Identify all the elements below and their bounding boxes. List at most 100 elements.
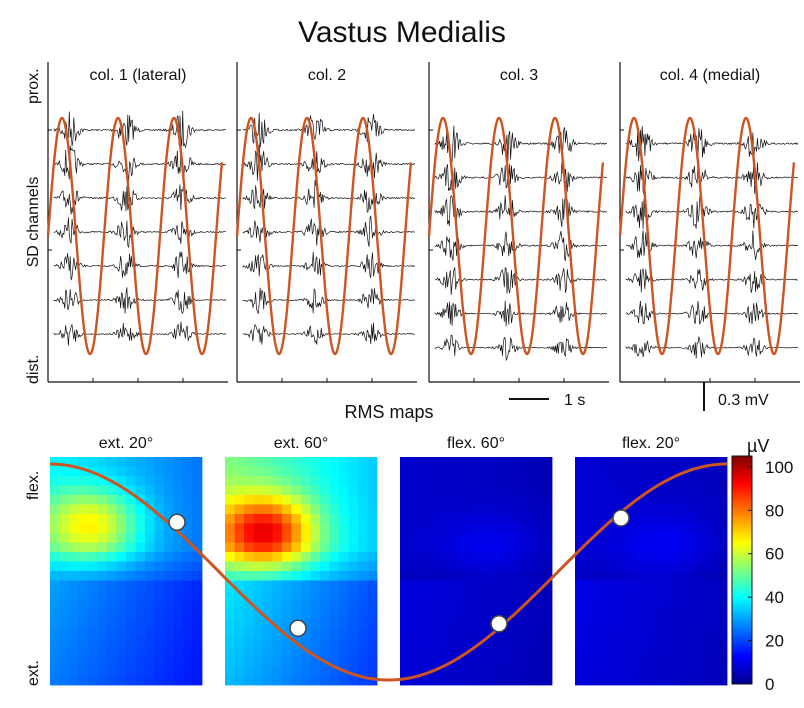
rms-heatmap-cell <box>400 552 410 562</box>
rms-heatmap-cell <box>594 618 604 629</box>
rms-heatmap-cell <box>542 571 553 581</box>
rms-heatmap-cell <box>533 675 543 686</box>
rms-heatmap-cell <box>533 476 543 486</box>
rms-heatmap-cell <box>523 476 534 486</box>
rms-heatmap-cell <box>339 523 349 534</box>
rms-heatmap-cell <box>310 533 321 543</box>
rms-heatmap-cell <box>183 618 193 629</box>
rms-heatmap-cell <box>622 561 633 572</box>
rms-heatmap-cell <box>632 580 642 591</box>
rms-heatmap-cell <box>282 628 292 638</box>
emg-channel-trace <box>242 215 416 247</box>
rms-heatmap-cell <box>419 637 429 648</box>
rms-heatmap-cell <box>670 599 680 610</box>
rms-heatmap-cell <box>613 523 623 534</box>
rms-heatmap-cell <box>533 599 543 610</box>
rms-heatmap-cell <box>234 637 245 648</box>
rms-heatmap-cell <box>670 628 680 638</box>
rms-heatmap-cell <box>154 666 165 676</box>
rms-heatmap-cell <box>603 542 614 553</box>
rms-heatmap-cell <box>485 457 496 467</box>
rms-heatmap-cell <box>339 552 349 562</box>
rms-heatmap-cell <box>329 495 340 505</box>
rms-heatmap-cell <box>310 628 321 638</box>
rms-heatmap-cell <box>542 609 553 619</box>
rms-heatmap-cell <box>234 571 245 581</box>
rms-heatmap-cell <box>116 628 127 638</box>
colorbar-tick-label: 80 <box>765 501 784 520</box>
rms-heatmap-cell <box>358 675 368 686</box>
rms-heatmap-cell <box>717 542 728 553</box>
rms-heatmap-cell <box>419 628 429 638</box>
rms-heatmap-cell <box>107 485 117 496</box>
rms-heatmap-cell <box>348 666 359 676</box>
rms-heatmap-cell <box>575 647 585 657</box>
rms-heatmap-cell <box>670 561 680 572</box>
rms-heatmap-cell <box>584 542 595 553</box>
rms-heatmap-cell <box>622 618 633 629</box>
rms-heatmap-cell <box>689 542 699 553</box>
rms-heatmap-cell <box>622 542 633 553</box>
rms-heatmap-cell <box>466 523 477 534</box>
rms-heatmap-cell <box>154 561 165 572</box>
rms-heatmap-cell <box>575 599 585 610</box>
rms-heatmap-cell <box>329 457 340 467</box>
rms-heatmap-cell <box>69 675 79 686</box>
rms-heatmap-cell <box>126 523 136 534</box>
rms-heatmap-cell <box>533 514 543 524</box>
rms-heatmap-cell <box>173 571 184 581</box>
rms-heatmap-cell <box>542 647 553 657</box>
rms-heatmap-cell <box>447 542 458 553</box>
rms-heatmap-cell <box>689 533 699 543</box>
rms-heatmap-cell <box>126 476 136 486</box>
rms-heatmap-cell <box>542 523 553 534</box>
rms-heatmap-cell <box>145 675 155 686</box>
rms-heatmap-cell <box>533 533 543 543</box>
rms-heatmap-cell <box>504 637 515 648</box>
rms-heatmap-cell <box>59 647 70 657</box>
rms-heatmap-cell <box>126 457 136 467</box>
rms-heatmap-cell <box>523 495 534 505</box>
rms-heatmap-cell <box>622 599 633 610</box>
rms-heatmap-cell <box>225 599 235 610</box>
rms-heatmap-cell <box>50 666 60 676</box>
rms-heatmap-cell <box>523 590 534 600</box>
rms-heatmap-cell <box>698 656 709 667</box>
rms-heatmap-cell <box>358 552 368 562</box>
rms-ylabel-ext: ext. <box>25 660 42 686</box>
rms-heatmap-cell <box>603 666 614 676</box>
rms-heatmap-cell <box>542 628 553 638</box>
time-scalebar: 1 s <box>509 392 585 409</box>
rms-heatmap-cell <box>613 457 623 467</box>
rms-heatmap-cell <box>116 666 127 676</box>
rms-heatmap-cell <box>329 637 340 648</box>
rms-heatmap-cell <box>651 552 661 562</box>
rms-heatmap-cell <box>88 637 98 648</box>
rms-heatmap-cell <box>632 675 642 686</box>
rms-heatmap-cell <box>244 523 254 534</box>
rms-heatmap-cell <box>339 571 349 581</box>
rms-heatmap-cell <box>476 656 486 667</box>
rms-heatmap-cell <box>329 533 340 543</box>
rms-heatmap-cell <box>367 514 378 524</box>
rms-heatmap-cell <box>708 656 718 667</box>
rms-heatmap-cell <box>708 466 718 477</box>
rms-heatmap-cell <box>301 580 311 591</box>
rms-heatmap-cell <box>533 647 543 657</box>
rms-heatmap-cell <box>409 504 420 515</box>
rms-heatmap-cell <box>291 514 302 524</box>
rms-heatmap-cell <box>660 628 671 638</box>
rms-heatmap-cell <box>301 675 311 686</box>
rms-heatmap-cell <box>253 599 264 610</box>
rms-heatmap-cell <box>69 628 79 638</box>
rms-heatmap-cell <box>542 656 553 667</box>
rms-heatmap-cell <box>301 476 311 486</box>
rms-heatmap-cell <box>154 647 165 657</box>
emg-columns: col. 1 (lateral) col. 2 col. 3 col. 4 (medi… <box>46 62 800 383</box>
rms-heatmap-cell <box>603 504 614 515</box>
rms-heatmap-cell <box>320 561 330 572</box>
rms-heatmap-cell <box>88 647 98 657</box>
rms-heatmap-cell <box>514 571 524 581</box>
rms-heatmap-cell <box>107 466 117 477</box>
rms-heatmap-cell <box>438 628 448 638</box>
